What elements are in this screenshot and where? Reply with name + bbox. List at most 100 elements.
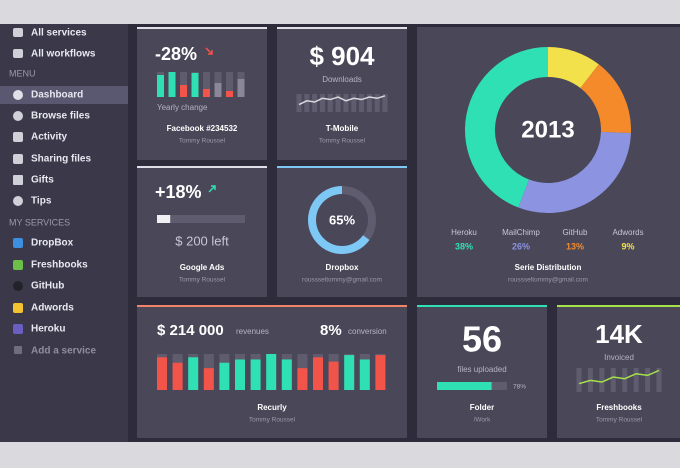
bar xyxy=(203,89,210,97)
legend-name: Heroku xyxy=(451,228,477,237)
metric: -28% xyxy=(155,44,197,64)
nav-item[interactable]: All services xyxy=(31,28,87,39)
bar xyxy=(235,359,245,390)
bar xyxy=(180,85,187,97)
bar xyxy=(266,354,277,390)
nav-item[interactable]: Tips xyxy=(31,196,52,207)
nav-item[interactable]: Gifts xyxy=(31,175,54,186)
metric: $ 904 xyxy=(309,41,375,71)
bar-track xyxy=(226,72,233,97)
legend-value: 9% xyxy=(621,241,634,251)
card-title: Recurly xyxy=(257,403,287,412)
card-title: T-Mobile xyxy=(326,124,359,133)
trend-line xyxy=(578,369,660,385)
donut-segment xyxy=(579,64,631,134)
bar xyxy=(168,72,176,97)
donut-segment xyxy=(547,47,599,89)
caption: Downloads xyxy=(322,75,362,84)
bar-track xyxy=(610,368,616,392)
legend-value: 13% xyxy=(566,241,584,251)
donut-segment xyxy=(518,131,631,213)
bar-track xyxy=(374,94,380,112)
bar xyxy=(219,362,230,390)
bar xyxy=(250,359,261,390)
bar-track xyxy=(633,368,639,392)
bar xyxy=(172,362,183,390)
metric: 8% xyxy=(320,322,342,339)
card-subtitle: Tommy Roussel xyxy=(249,417,296,424)
card-title: Facebook #234532 xyxy=(167,124,238,133)
metric: 14K xyxy=(595,319,643,349)
card-title: Freshbooks xyxy=(596,403,642,412)
nav-item[interactable]: Browse files xyxy=(31,111,90,122)
bar xyxy=(157,75,164,97)
progress-fill xyxy=(157,215,171,223)
nav-item[interactable]: Dashboard xyxy=(31,90,83,101)
bar-track xyxy=(304,94,310,112)
metric: 56 xyxy=(462,319,502,360)
card-subtitle: Tommy Roussel xyxy=(179,277,226,284)
legend-value: 26% xyxy=(512,241,530,251)
gauge-label: 65% xyxy=(329,212,355,227)
card-accents xyxy=(137,27,680,307)
card-subtitle: Tommy Roussel xyxy=(319,138,366,145)
trend-arrow xyxy=(205,47,213,55)
bar xyxy=(191,73,199,97)
card-title: Google Ads xyxy=(180,263,225,272)
amount: $ 200 left xyxy=(175,233,229,248)
card-subtitle: roussseltommy@gmail.com xyxy=(508,277,588,284)
nav-item[interactable]: Heroku xyxy=(31,324,65,335)
bar-track xyxy=(296,94,302,112)
bar-track xyxy=(319,94,325,112)
card-title: Dropbox xyxy=(326,263,359,272)
nav-item[interactable]: Activity xyxy=(31,132,68,143)
caption: conversion xyxy=(348,327,387,336)
bar xyxy=(375,355,386,390)
progress-track xyxy=(157,215,245,223)
caption: Invoiced xyxy=(604,353,634,362)
card-subtitle: Tommy Roussel xyxy=(179,138,226,145)
nav-item[interactable]: Sharing files xyxy=(31,154,91,165)
bar xyxy=(313,357,323,390)
caption: files uploaded xyxy=(457,365,506,374)
donut-hole xyxy=(508,90,588,170)
bar-track xyxy=(180,72,187,97)
legend-value: 38% xyxy=(455,241,473,251)
nav-item[interactable]: GitHub xyxy=(31,281,64,292)
bar-track xyxy=(656,368,662,392)
bar-track xyxy=(335,94,341,112)
nav-item[interactable]: Adwords xyxy=(31,303,74,314)
card-subtitle: Tommy Roussel xyxy=(596,417,643,424)
bar xyxy=(214,83,222,97)
active-item xyxy=(0,86,128,104)
legend-name: GitHub xyxy=(563,228,588,237)
bar-track xyxy=(599,368,605,392)
caption: revenues xyxy=(236,327,269,336)
legend-name: Adwords xyxy=(612,228,643,237)
card-title: Serie Distribution xyxy=(515,263,582,272)
bar-track xyxy=(359,94,365,112)
nav-item[interactable]: Freshbooks xyxy=(31,260,88,271)
nav-item[interactable]: All workflows xyxy=(31,49,96,60)
card-subtitle: roussseltommy@gmail.com xyxy=(302,277,382,284)
card-title: Folder xyxy=(470,403,494,412)
section-heading: MENU xyxy=(9,68,36,78)
nav-item[interactable]: Add a service xyxy=(31,346,96,357)
progress-fill xyxy=(437,382,492,390)
bar-track xyxy=(312,94,318,112)
bar xyxy=(328,361,339,390)
donut-segment xyxy=(465,47,549,208)
bar-track xyxy=(203,72,210,97)
bar xyxy=(203,368,214,390)
bar-track xyxy=(382,94,388,112)
bar-track xyxy=(645,368,651,392)
nav-item[interactable]: DropBox xyxy=(31,238,74,249)
bar xyxy=(297,368,308,390)
bar xyxy=(344,355,355,390)
caption: Yearly change xyxy=(157,103,208,112)
bar-track xyxy=(351,94,357,112)
card-subtitle: /Work xyxy=(474,417,492,424)
section-heading: MY SERVICES xyxy=(9,217,70,227)
